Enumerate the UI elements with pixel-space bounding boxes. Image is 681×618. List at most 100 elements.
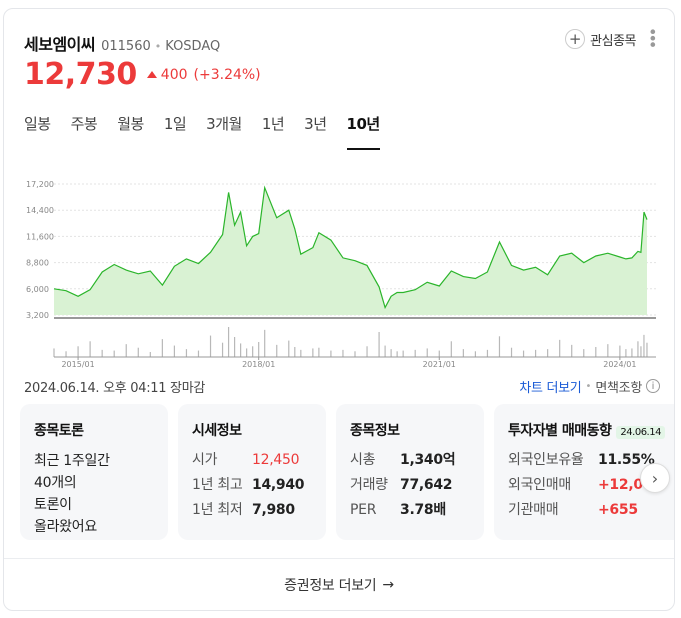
tab-3years[interactable]: 3년 bbox=[304, 115, 327, 133]
price-change: 400 bbox=[160, 66, 188, 83]
y-tick-label: 3,200 bbox=[26, 311, 49, 320]
kv-label: PER bbox=[350, 502, 377, 518]
current-price: 12,730 bbox=[24, 57, 137, 92]
volume-bar bbox=[498, 336, 501, 357]
kv-value: 1,340억 bbox=[400, 452, 456, 468]
volume-bar bbox=[185, 349, 188, 357]
kv-label: 외국인보유율 bbox=[508, 452, 584, 468]
volume-bar bbox=[366, 346, 368, 357]
kv-label: 시총 bbox=[350, 452, 376, 468]
tab-1year[interactable]: 1년 bbox=[261, 115, 285, 133]
stock-code: 011560 bbox=[101, 39, 151, 54]
volume-bar bbox=[390, 349, 392, 357]
kv-value: 3.78배 bbox=[400, 502, 446, 518]
volume-bar bbox=[300, 349, 302, 357]
kv-label: 1년 최저 bbox=[192, 502, 243, 518]
tab-weekly[interactable]: 주봉 bbox=[70, 115, 98, 133]
info-row-52w-low: 1년 최저 7,980 bbox=[192, 498, 312, 523]
disclaimer-link[interactable]: 면책조항 bbox=[595, 380, 642, 396]
volume-bar bbox=[619, 345, 621, 357]
volume-bar bbox=[197, 350, 200, 357]
panel-title: 투자자별 매매동향 bbox=[508, 423, 612, 439]
discussion-text: 최근 1주일간 40개의 토론이 올라왔어요 bbox=[34, 450, 154, 538]
kv-value: 12,450 bbox=[252, 452, 300, 468]
stock-header: 세보엠이씨 011560 • KOSDAQ bbox=[24, 31, 220, 55]
volume-bar bbox=[77, 346, 79, 357]
footer-label: 증권정보 더보기 bbox=[284, 577, 377, 594]
price-row: 12,730 400 (+3.24%) bbox=[24, 57, 261, 92]
volume-bar bbox=[276, 344, 278, 357]
stock-name[interactable]: 세보엠이씨 bbox=[24, 35, 96, 54]
kv-value: 7,980 bbox=[252, 502, 295, 518]
discussion-line: 올라왔어요 bbox=[34, 519, 97, 535]
panel-title: 시세정보 bbox=[192, 423, 242, 439]
volume-bar bbox=[583, 349, 585, 357]
volume-bar bbox=[438, 350, 440, 357]
volume-bar bbox=[510, 347, 513, 357]
volume-bar bbox=[209, 335, 212, 357]
info-row-institution-trade: 기관매매 +655 bbox=[508, 498, 670, 523]
tab-monthly[interactable]: 월봉 bbox=[117, 115, 144, 133]
x-tick-label: 2024/01 bbox=[603, 360, 636, 369]
arrow-right-icon: → bbox=[382, 576, 394, 593]
kv-value: +12,04 bbox=[598, 477, 653, 493]
tab-10years[interactable]: 10년 bbox=[346, 113, 380, 150]
volume-bar bbox=[426, 348, 428, 357]
stock-info-panel[interactable]: 종목정보 시총 1,340억 거래량 77,642 PER 3.78배 bbox=[336, 404, 484, 540]
stock-card: 세보엠이씨 011560 • KOSDAQ + 관심종목 ••• 12,730 … bbox=[3, 8, 675, 611]
info-row-market-cap: 시총 1,340억 bbox=[350, 448, 470, 473]
info-row: 2024.06.14. 오후 04:11 장마감 차트 더보기 • 면책조항 i bbox=[24, 376, 660, 396]
panel-title-wrap: 투자자별 매매동향 24.06.14 bbox=[508, 420, 670, 440]
kv-label: 기관매매 bbox=[508, 502, 559, 518]
volume-bar bbox=[640, 346, 642, 357]
panel-title: 종목정보 bbox=[350, 423, 400, 439]
volume-bar bbox=[246, 348, 248, 357]
favorite-label: 관심종목 bbox=[590, 33, 636, 49]
trend-date-badge: 24.06.14 bbox=[616, 426, 665, 439]
separator-dot: • bbox=[585, 380, 592, 392]
volume-bar bbox=[318, 347, 320, 357]
price-line bbox=[53, 185, 648, 310]
volume-bar bbox=[173, 345, 175, 357]
price-chart-svg: 17,200 14,400 11,600 8,800 6,000 3,200 2015/0… bbox=[26, 180, 656, 369]
volume-bar bbox=[101, 349, 103, 357]
info-row-per: PER 3.78배 bbox=[350, 498, 470, 523]
kv-label: 거래량 bbox=[350, 477, 388, 493]
volume-bar bbox=[643, 334, 645, 357]
price-chart[interactable]: 17,200 14,400 11,600 8,800 6,000 3,200 2015/0… bbox=[4, 167, 674, 372]
volume-bar bbox=[342, 349, 344, 357]
info-row-52w-high: 1년 최고 14,940 bbox=[192, 473, 312, 498]
volume-bar bbox=[522, 350, 525, 357]
volume-bar bbox=[125, 344, 127, 357]
volume-bar bbox=[221, 342, 224, 357]
market-info-panel[interactable]: 시세정보 시가 12,450 1년 최고 14,940 1년 최저 7,980 bbox=[178, 404, 326, 540]
market-name: KOSDAQ bbox=[165, 39, 221, 54]
more-stock-info-button[interactable]: 증권정보 더보기 → bbox=[4, 558, 674, 610]
market-close-time: 2024.06.14. 오후 04:11 장마감 bbox=[24, 380, 206, 396]
volume-bar bbox=[402, 350, 404, 357]
tab-daily[interactable]: 일봉 bbox=[24, 115, 51, 133]
tab-1day[interactable]: 1일 bbox=[163, 115, 187, 133]
chart-more-link[interactable]: 차트 더보기 bbox=[519, 380, 582, 396]
next-panel-button[interactable]: › bbox=[640, 463, 670, 493]
volume-bar bbox=[646, 342, 648, 357]
volume-bar bbox=[378, 332, 380, 357]
kv-value: 14,940 bbox=[252, 477, 305, 493]
chevron-right-icon: › bbox=[651, 468, 659, 488]
favorite-button[interactable]: + 관심종목 bbox=[565, 29, 636, 49]
volume-bar bbox=[252, 346, 254, 357]
volume-bar bbox=[227, 327, 230, 357]
info-row-volume: 거래량 77,642 bbox=[350, 473, 470, 498]
more-options-icon[interactable]: ••• bbox=[643, 27, 662, 47]
discussion-line: 40개의 bbox=[34, 475, 77, 491]
volume-bar bbox=[161, 339, 163, 357]
volume-bar bbox=[264, 329, 266, 357]
info-row-foreign-trade: 외국인매매 +12,04 bbox=[508, 473, 670, 498]
discussion-panel[interactable]: 종목토론 최근 1주일간 40개의 토론이 올라왔어요 bbox=[20, 404, 168, 540]
volume-bar bbox=[559, 339, 561, 357]
volume-bar bbox=[595, 347, 597, 357]
tab-3months[interactable]: 3개월 bbox=[206, 115, 242, 133]
info-icon[interactable]: i bbox=[646, 379, 660, 393]
volume-bar bbox=[414, 349, 416, 357]
volume-bar bbox=[294, 347, 296, 357]
